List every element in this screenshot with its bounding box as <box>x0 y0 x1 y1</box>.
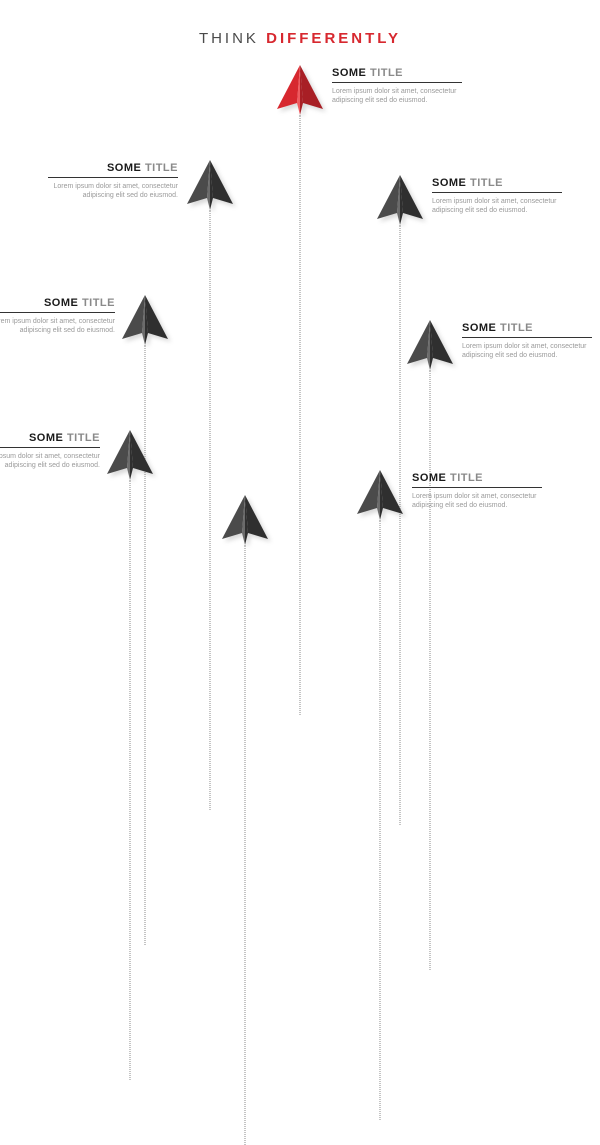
plane-label: SOME TITLE Lorem ipsum dolor sit amet, co… <box>48 162 178 201</box>
label-title-muted: TITLE <box>145 162 178 174</box>
trail <box>300 115 301 715</box>
label-title-strong: SOME <box>107 162 141 174</box>
label-body: Lorem ipsum dolor sit amet, consectetur … <box>462 342 592 361</box>
trail <box>130 480 131 1080</box>
gray-plane-icon <box>107 430 153 480</box>
label-body: Lorem ipsum dolor sit amet, consectetur … <box>48 182 178 201</box>
gray-plane-icon <box>357 470 403 520</box>
label-title-strong: SOME <box>412 472 446 484</box>
plane-label: SOME TITLE Lorem ipsum dolor sit amet, co… <box>412 472 542 511</box>
heading: THINK DIFFERENTLY <box>0 30 600 47</box>
plane-label: SOME TITLE Lorem ipsum dolor sit amet, co… <box>0 297 115 336</box>
plane-label: SOME TITLE Lorem ipsum dolor sit amet, co… <box>432 177 562 216</box>
label-title: SOME TITLE <box>332 67 462 83</box>
trail <box>210 210 211 810</box>
label-title-muted: TITLE <box>67 432 100 444</box>
label-title-muted: TITLE <box>450 472 483 484</box>
label-title-strong: SOME <box>432 177 466 189</box>
gray-plane-icon <box>187 160 233 210</box>
plane-label: SOME TITLE Lorem ipsum dolor sit amet, co… <box>462 322 592 361</box>
gray-plane-icon <box>122 295 168 345</box>
plane-label: SOME TITLE Lorem ipsum dolor sit amet, co… <box>0 432 100 471</box>
label-title-muted: TITLE <box>500 322 533 334</box>
label-title: SOME TITLE <box>432 177 562 193</box>
label-title: SOME TITLE <box>0 297 115 313</box>
label-title: SOME TITLE <box>412 472 542 488</box>
label-title-strong: SOME <box>44 297 78 309</box>
gray-plane-icon <box>377 175 423 225</box>
label-title-muted: TITLE <box>370 67 403 79</box>
label-title: SOME TITLE <box>48 162 178 178</box>
trail <box>430 370 431 970</box>
label-title-strong: SOME <box>29 432 63 444</box>
label-body: Lorem ipsum dolor sit amet, consectetur … <box>0 452 100 471</box>
label-body: Lorem ipsum dolor sit amet, consectetur … <box>412 492 542 511</box>
plane-label: SOME TITLE Lorem ipsum dolor sit amet, co… <box>332 67 462 106</box>
red-plane-icon <box>277 65 323 115</box>
gray-plane-icon <box>407 320 453 370</box>
label-body: Lorem ipsum dolor sit amet, consectetur … <box>332 87 462 106</box>
label-title-muted: TITLE <box>82 297 115 309</box>
label-title: SOME TITLE <box>462 322 592 338</box>
label-title-muted: TITLE <box>470 177 503 189</box>
heading-word-1: THINK <box>199 30 259 47</box>
heading-word-2: DIFFERENTLY <box>266 30 401 47</box>
label-body: Lorem ipsum dolor sit amet, consectetur … <box>432 197 562 216</box>
trail <box>245 545 246 1145</box>
label-title-strong: SOME <box>332 67 366 79</box>
gray-plane-icon <box>222 495 268 545</box>
trail <box>400 225 401 825</box>
label-title: SOME TITLE <box>0 432 100 448</box>
label-body: Lorem ipsum dolor sit amet, consectetur … <box>0 317 115 336</box>
label-title-strong: SOME <box>462 322 496 334</box>
trail <box>380 520 381 1120</box>
